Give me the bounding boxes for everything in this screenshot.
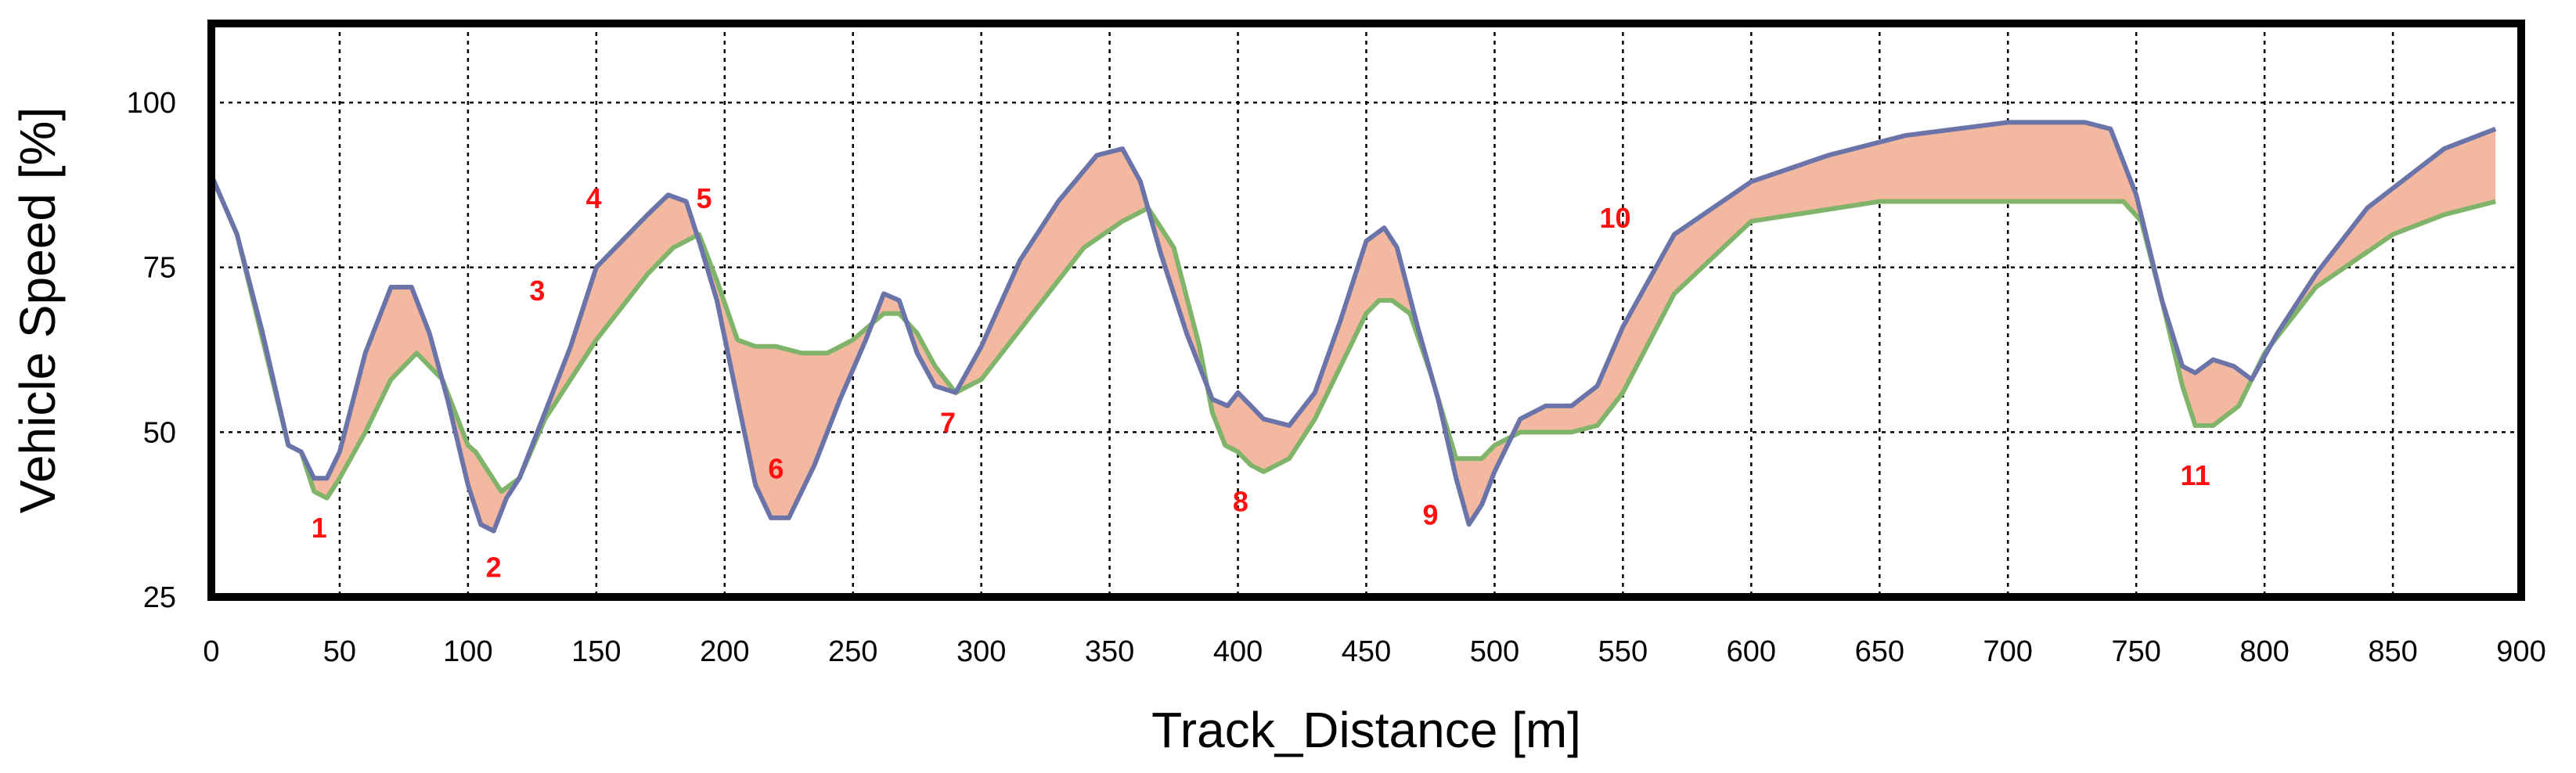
- series-lines: [209, 120, 2497, 534]
- annotation-label: 10: [1600, 202, 1631, 234]
- annotation-label: 3: [529, 275, 545, 307]
- annotation-label: 7: [940, 406, 956, 438]
- plot-frame: [207, 20, 2525, 601]
- x-tick-label: 100: [443, 635, 492, 668]
- annotation-label: 4: [586, 182, 602, 214]
- x-tick-label: 450: [1342, 635, 1391, 668]
- x-tick-label: 0: [203, 635, 219, 668]
- corner-annotations: 1 2 3 4 5 6 7 8 9 10 11: [312, 182, 2210, 584]
- annotation-label: 6: [768, 452, 784, 484]
- annotation-label: 8: [1233, 485, 1248, 517]
- y-tick-label: 25: [143, 581, 176, 614]
- annotation-label: 5: [697, 182, 712, 214]
- y-tick-label: 100: [127, 87, 176, 120]
- annotation-label: 9: [1422, 498, 1438, 530]
- x-tick-label: 650: [1855, 635, 1904, 668]
- x-tick-label: 50: [323, 635, 356, 668]
- x-tick-label: 600: [1727, 635, 1776, 668]
- x-tick-label: 750: [2111, 635, 2160, 668]
- x-tick-label: 500: [1470, 635, 1519, 668]
- x-tick-label: 250: [828, 635, 877, 668]
- annotation-label: 11: [2181, 459, 2210, 491]
- x-tick-label: 850: [2368, 635, 2417, 668]
- x-tick-label: 400: [1213, 635, 1263, 668]
- x-tick-label: 550: [1598, 635, 1648, 668]
- x-tick-label: 300: [957, 635, 1006, 668]
- upper-speed-line: [209, 120, 2497, 534]
- annotation-label: 1: [312, 512, 327, 544]
- x-tick-label: 700: [1983, 635, 2033, 668]
- x-tick-label: 900: [2496, 635, 2545, 668]
- annotation-label: 2: [486, 552, 502, 584]
- x-tick-label: 350: [1085, 635, 1134, 668]
- speed-difference-band: [211, 122, 2496, 531]
- lower-speed-line: [209, 174, 2496, 501]
- x-tick-label: 150: [571, 635, 621, 668]
- y-tick-label: 75: [143, 252, 176, 285]
- x-tick-labels: 0 50 100 150 200 250 300 350 400 450 500 550 600 650 7…: [203, 635, 2545, 668]
- y-axis-title: Vehicle Speed [%]: [9, 107, 66, 513]
- speed-band-area: [211, 122, 2496, 531]
- x-tick-label: 200: [700, 635, 749, 668]
- y-tick-label: 50: [143, 416, 176, 449]
- x-axis-title: Track_Distance [m]: [1151, 702, 1581, 758]
- y-tick-labels: 25 50 75 100: [127, 87, 176, 614]
- x-tick-label: 800: [2239, 635, 2289, 668]
